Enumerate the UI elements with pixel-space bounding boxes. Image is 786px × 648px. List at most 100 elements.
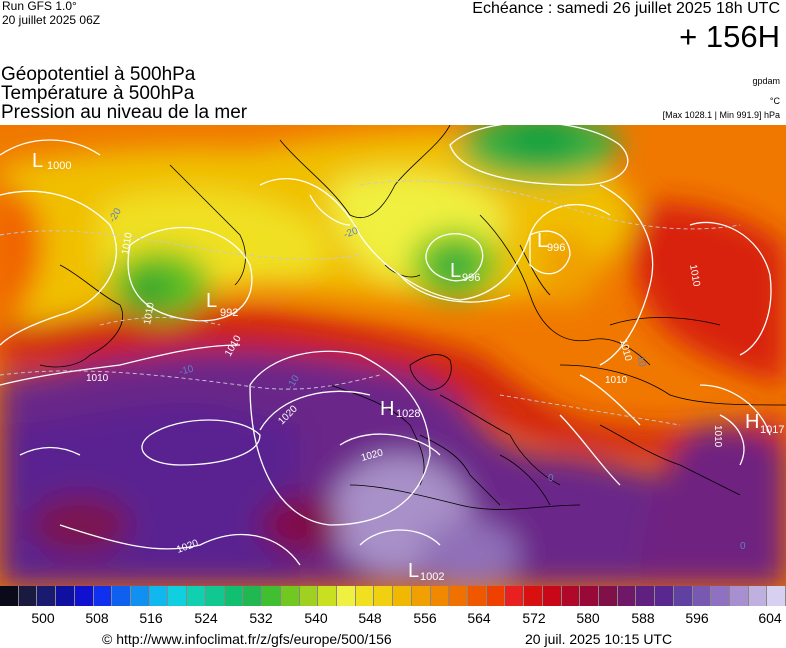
color-scale-swatch (599, 586, 618, 606)
high-center: H 1017 (745, 411, 784, 436)
color-scale-tick: 532 (249, 610, 273, 626)
color-scale-swatch (692, 586, 712, 606)
coastlines (39, 125, 786, 510)
isobar-label: 1010 (687, 264, 702, 288)
color-scale-swatch (561, 586, 581, 606)
color-scale-tick: 580 (576, 610, 600, 626)
color-scale-swatch (580, 586, 599, 606)
isobar-label: 1010 (605, 375, 628, 386)
low-center: L 992 (206, 290, 238, 319)
color-scale-tick: 548 (358, 610, 382, 626)
color-scale-tick: 572 (522, 610, 546, 626)
svg-text:1028: 1028 (396, 408, 420, 420)
isotherm-label: -20 (342, 225, 360, 240)
svg-text:L: L (408, 560, 419, 582)
svg-text:L: L (450, 260, 461, 282)
color-scale-swatch (0, 586, 19, 606)
isobar-label: 1010 (120, 231, 135, 255)
color-scale-swatch (467, 586, 487, 606)
color-scale-swatch (299, 586, 319, 606)
color-scale-tick: 516 (139, 610, 163, 626)
color-scale-swatch (636, 586, 656, 606)
color-scale-tick: 524 (194, 610, 218, 626)
color-scale-swatch (542, 586, 562, 606)
color-scale-swatch (149, 586, 169, 606)
color-scale-ticks: 500 508 516 524 532 540 548 556 564 572 580 588 596 6… (0, 610, 786, 628)
color-scale-swatch (243, 586, 263, 606)
color-scale-swatch (336, 586, 356, 606)
color-scale-swatch (449, 586, 468, 606)
run-date: 20 juillet 2025 06Z (2, 13, 101, 27)
lead-time: + 156H (679, 19, 780, 54)
svg-text:1002: 1002 (420, 571, 444, 583)
run-title: Run GFS 1.0° (2, 0, 77, 13)
color-scale-swatch (505, 586, 525, 606)
color-scale-swatch (93, 586, 113, 606)
color-scale-swatch (486, 586, 506, 606)
color-scale-swatch (74, 586, 94, 606)
isotherm-label: -10 (178, 363, 195, 377)
color-scale-swatch (711, 586, 731, 606)
color-scale-swatch (374, 586, 394, 606)
layer-title-geopotential: Géopotentiel à 500hPa (1, 64, 196, 85)
color-scale-swatch (655, 586, 674, 606)
color-scale-swatch (18, 586, 38, 606)
geopotential-field (0, 125, 786, 586)
svg-text:H: H (745, 411, 759, 433)
isotherm-label: 0 (740, 541, 746, 552)
color-scale-swatch (168, 586, 188, 606)
isotherm-label: 0 (548, 473, 554, 484)
unit-temperature: °C (769, 96, 780, 106)
svg-text:1000: 1000 (47, 160, 71, 172)
source-url: © http://www.infoclimat.fr/z/gfs/europe/… (102, 631, 392, 647)
color-scale-swatch (617, 586, 637, 606)
color-scale-tick: 604 (758, 610, 782, 626)
color-scale-tick: 540 (304, 610, 328, 626)
color-scale-swatch (112, 586, 132, 606)
color-scale-swatch (37, 586, 57, 606)
color-scale-tick: 588 (631, 610, 655, 626)
isobar-label: 1010 (142, 301, 157, 325)
svg-text:1017: 1017 (760, 424, 784, 436)
color-scale-tick: 500 (31, 610, 55, 626)
color-scale-swatch (730, 586, 749, 606)
svg-text:996: 996 (547, 242, 565, 254)
color-scale-swatch (411, 586, 431, 606)
color-scale-swatch (205, 586, 225, 606)
color-scale-swatch (767, 586, 786, 606)
generated-timestamp: 20 juil. 2025 10:15 UTC (525, 631, 673, 647)
svg-text:L: L (537, 230, 548, 252)
color-scale-swatch (224, 586, 244, 606)
color-scale-tick: 556 (413, 610, 437, 626)
isotherms (0, 180, 741, 426)
color-scale-swatch (262, 586, 281, 606)
color-scale-swatch (355, 586, 375, 606)
color-scale-bar (0, 586, 786, 606)
low-center: L 1002 (408, 560, 444, 583)
isobars (0, 125, 772, 566)
color-scale-swatch (131, 586, 150, 606)
layer-title-temperature: Température à 500hPa (1, 83, 195, 104)
color-scale-swatch (430, 586, 450, 606)
color-scale-swatch (393, 586, 412, 606)
isotherm-label: -10 (634, 352, 647, 369)
svg-text:992: 992 (220, 307, 238, 319)
unit-geopotential: gpdam (752, 76, 780, 86)
low-center: L 996 (450, 260, 480, 284)
layer-title-pressure: Pression au niveau de la mer (1, 102, 248, 123)
isobar-label: 1010 (86, 373, 109, 384)
low-center: L 996 (537, 230, 565, 254)
color-scale-swatch (524, 586, 543, 606)
color-scale-swatch (673, 586, 693, 606)
color-scale-swatch (187, 586, 206, 606)
color-scale-tick: 564 (467, 610, 491, 626)
color-scale-swatch (56, 586, 75, 606)
svg-text:L: L (32, 150, 43, 172)
color-scale-swatch (280, 586, 300, 606)
weather-map: L 1000 L 992 L 996 L 996 H 1028 H 1017 (0, 125, 786, 586)
svg-text:L: L (206, 290, 217, 312)
pressure-centers: L 1000 L 992 L 996 L 996 H 1028 H 1017 (32, 150, 784, 583)
color-scale-swatch (748, 586, 768, 606)
low-center: L 1000 (32, 150, 71, 172)
color-scale-tick: 508 (85, 610, 109, 626)
